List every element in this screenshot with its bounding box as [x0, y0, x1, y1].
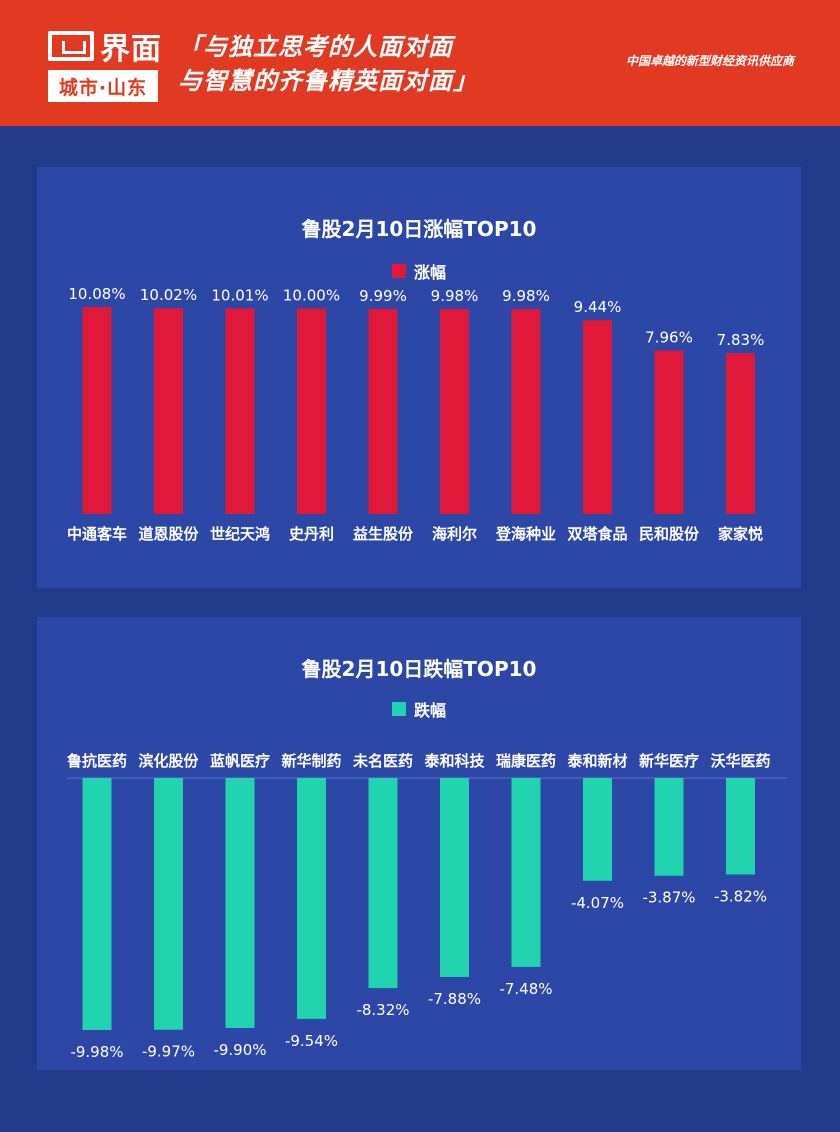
- gainers-chart: 10.08% 中通客车 10.02% 道恩股份 10.01% 世纪天鸿 10.00% 史丹利 9…: [67, 285, 765, 543]
- gainers-panel: 鲁股2月10日涨幅TOP10 涨幅 10.08% 中通客车 10.02% 道恩股份 10…: [37, 167, 801, 588]
- gain-bar: [654, 350, 684, 514]
- gainers-legend-label: 涨幅: [413, 263, 446, 282]
- gain-category-label: 家家悦: [718, 525, 763, 543]
- losers-legend: 跌幅: [37, 697, 801, 721]
- gain-value-label: 7.83%: [717, 331, 765, 349]
- loss-bar: [583, 778, 612, 881]
- gain-category-label: 史丹利: [289, 525, 334, 543]
- gain-category-label: 中通客车: [67, 525, 127, 543]
- gain-value-label: 7.96%: [645, 329, 693, 347]
- loss-value-label: -7.88%: [428, 990, 481, 1008]
- gain-value-label: 10.00%: [283, 287, 340, 305]
- loss-category-label: 新华医疗: [639, 752, 699, 770]
- logo-text: 界面: [100, 32, 162, 67]
- gain-bar: [225, 308, 255, 514]
- gain-value-label: 10.08%: [68, 285, 125, 303]
- gainers-legend-swatch: [391, 264, 406, 278]
- gain-bar: [82, 307, 112, 514]
- gainers-chart-title: 鲁股2月10日涨幅TOP10: [301, 217, 537, 241]
- gain-category-label: 民和股份: [639, 525, 700, 543]
- loss-bar: [654, 778, 684, 876]
- loss-bar: [511, 778, 541, 967]
- slogan-line-1: 「与独立思考的人面对面: [178, 33, 453, 61]
- gainers-legend: 涨幅: [37, 259, 801, 283]
- loss-bar: [154, 778, 183, 1030]
- gain-category-label: 登海种业: [495, 525, 556, 543]
- losers-legend-swatch: [391, 702, 406, 716]
- loss-category-label: 泰和新材: [566, 752, 627, 770]
- gain-bar: [440, 309, 469, 514]
- gain-value-label: 9.98%: [431, 287, 479, 305]
- header-banner: 界面 城市·山东 「与独立思考的人面对面 与智慧的齐鲁精英面对面」 中国卓越的新…: [0, 0, 840, 126]
- loss-category-label: 新华制药: [281, 752, 341, 770]
- gain-value-label: 9.99%: [359, 287, 407, 305]
- gain-category-label: 海利尔: [432, 525, 477, 543]
- gain-bar: [511, 309, 541, 514]
- slogan-line-2: 与智慧的齐鲁精英面对面」: [178, 67, 478, 95]
- gain-category-label: 道恩股份: [138, 525, 199, 543]
- loss-bar: [368, 778, 398, 989]
- loss-value-label: -7.48%: [499, 980, 552, 998]
- loss-category-label: 泰和科技: [423, 752, 485, 770]
- logo-sub: 城市·山东: [48, 70, 158, 102]
- loss-bar: [82, 778, 112, 1030]
- loss-category-label: 沃华医药: [710, 752, 770, 770]
- loss-value-label: -9.54%: [285, 1032, 338, 1050]
- gain-bar: [726, 353, 755, 514]
- gain-value-label: 10.01%: [211, 286, 268, 304]
- gain-value-label: 9.44%: [574, 298, 622, 316]
- loss-category-label: 鲁抗医药: [67, 752, 127, 770]
- loss-bar: [297, 778, 326, 1019]
- gain-category-label: 世纪天鸿: [210, 525, 270, 543]
- tagline: 中国卓越的新型财经资讯供应商: [625, 54, 794, 68]
- losers-panel: 鲁股2月10日跌幅TOP10 跌幅 -9.98% 鲁抗医药 -9.97% 滨化股份 -9…: [37, 617, 801, 1070]
- loss-value-label: -4.07%: [571, 894, 624, 912]
- gain-bar: [154, 308, 183, 514]
- loss-category-label: 瑞康医药: [496, 752, 556, 770]
- gain-value-label: 9.98%: [502, 287, 550, 305]
- logo: 界面: [48, 26, 162, 67]
- losers-chart-title: 鲁股2月10日跌幅TOP10: [301, 657, 537, 681]
- loss-bar: [726, 778, 755, 875]
- gain-bar: [297, 308, 326, 514]
- loss-category-label: 滨化股份: [138, 752, 199, 770]
- loss-value-label: -9.98%: [70, 1043, 123, 1061]
- loss-bar: [225, 778, 255, 1028]
- slogan: 「与独立思考的人面对面 与智慧的齐鲁精英面对面」: [178, 30, 478, 98]
- gain-category-label: 益生股份: [353, 525, 414, 543]
- loss-value-label: -8.32%: [356, 1001, 409, 1019]
- losers-chart: -9.98% 鲁抗医药 -9.97% 滨化股份 -9.90% 蓝帆医疗 -9.54% 新华制药…: [67, 752, 787, 1061]
- loss-category-label: 蓝帆医疗: [210, 752, 270, 770]
- loss-value-label: -9.90%: [213, 1041, 266, 1059]
- loss-value-label: -9.97%: [142, 1043, 195, 1061]
- gain-bar: [583, 320, 612, 514]
- loss-bar: [440, 778, 469, 977]
- gain-category-label: 双塔食品: [567, 525, 627, 543]
- logo-mark-icon: [48, 31, 94, 61]
- losers-legend-label: 跌幅: [413, 701, 446, 720]
- gain-bar: [368, 308, 398, 514]
- loss-category-label: 未名医药: [352, 752, 413, 770]
- loss-value-label: -3.87%: [642, 889, 695, 907]
- gain-value-label: 10.02%: [140, 286, 197, 304]
- loss-value-label: -3.82%: [714, 887, 767, 905]
